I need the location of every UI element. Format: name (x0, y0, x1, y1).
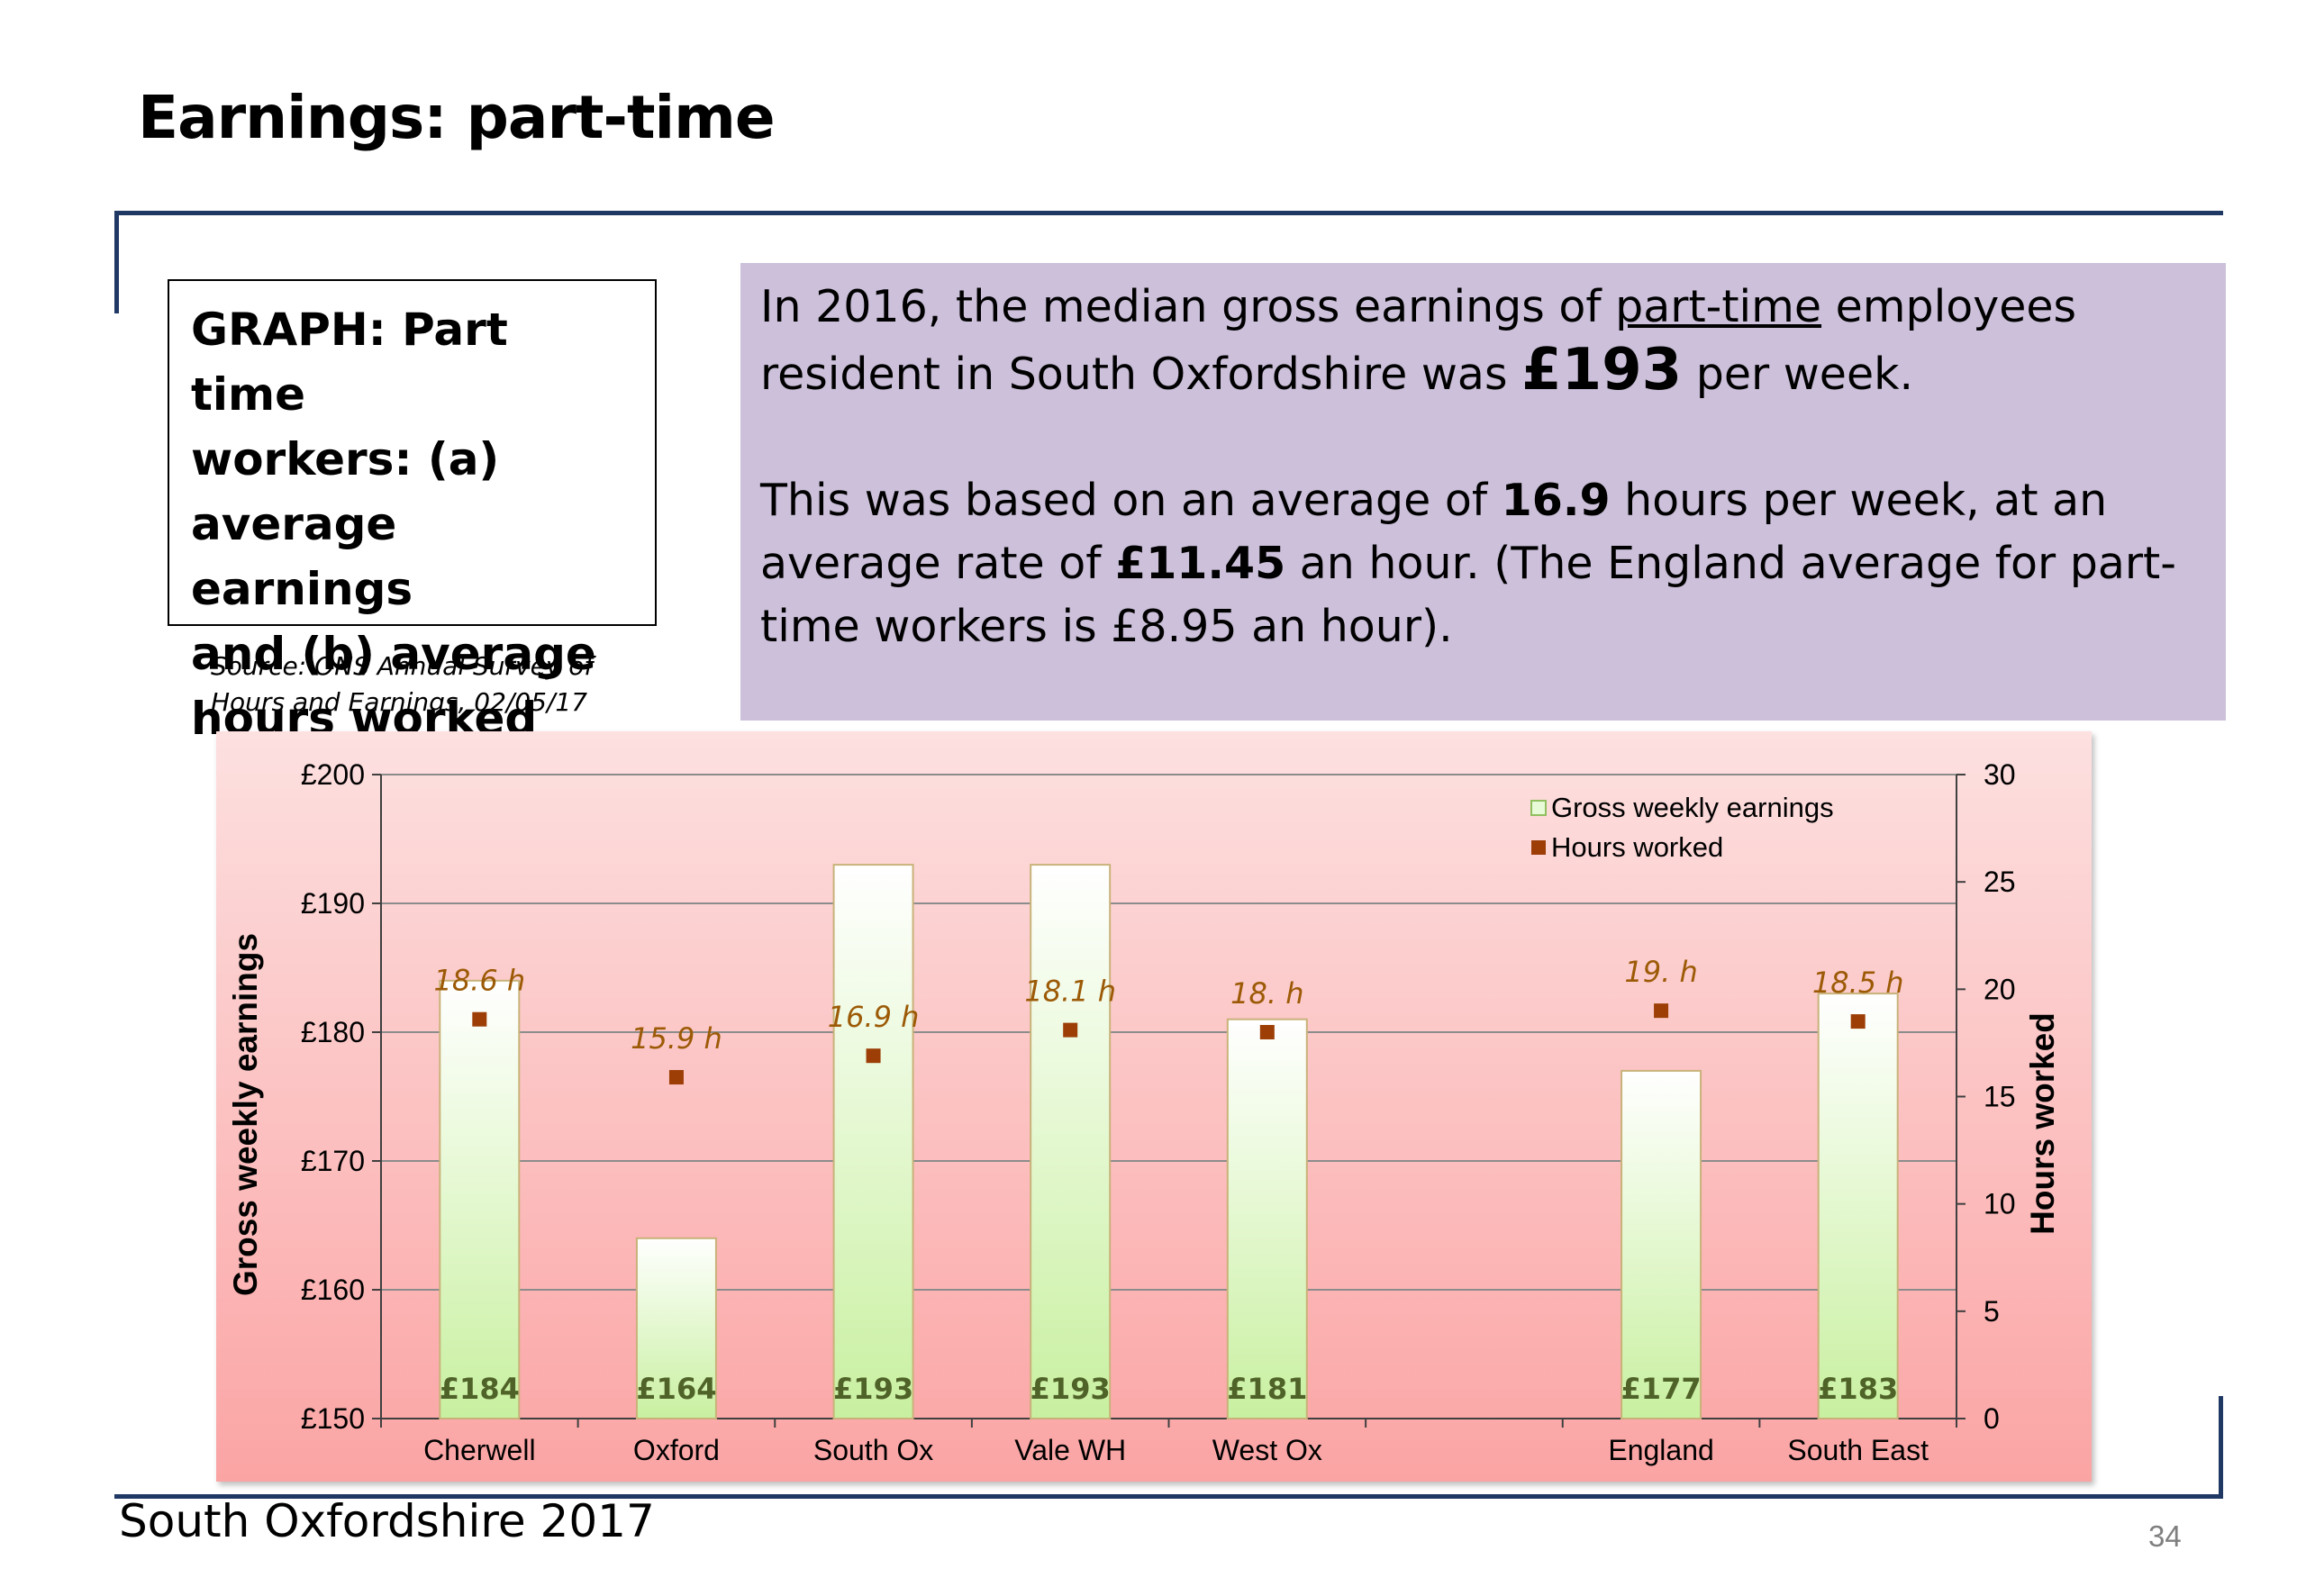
bar-value-label: £183 (1818, 1372, 1898, 1406)
bar-value-label: £181 (1227, 1372, 1307, 1406)
page-number: 34 (2148, 1519, 2182, 1553)
info-text: This was based on an average of (760, 475, 1502, 526)
x-tick-label: South East (1787, 1434, 1929, 1466)
hours-value-label: 18.5 h (1812, 966, 1904, 1000)
hours-marker (472, 1011, 487, 1027)
source-note: Source: ONS Annual Survey of Hours and E… (211, 648, 625, 721)
frame-right-rule (2219, 1396, 2223, 1499)
bar (1621, 1069, 1702, 1419)
y2-tick-label: 30 (1984, 758, 2016, 791)
legend-label-hours: Hours worked (1551, 831, 1723, 863)
bar-value-label: £177 (1621, 1372, 1702, 1406)
legend: Gross weekly earnings Hours worked (1530, 792, 1834, 863)
hours-value-label: 18. h (1230, 976, 1303, 1011)
graph-caption-line: GRAPH: Part time (191, 304, 508, 421)
hours-marker (668, 1070, 684, 1085)
data-labels: £184 £164 £193 £193 £181 £177 £183 18.6 h 15.9 h… (433, 955, 1903, 1406)
y2-tick-label: 10 (1984, 1188, 2016, 1220)
axes: £150 £160 £170 £180 £190 £200 0 5 10 15 20 25 30 Cher… (227, 758, 2061, 1466)
graph-caption-line: and (b) average (191, 628, 596, 680)
hours-marker (1259, 1025, 1275, 1039)
hourly-rate-value: £11.45 (1115, 538, 1286, 589)
chart-svg: £150 £160 £170 £180 £190 £200 0 5 10 15 20 25 30 Cher… (227, 758, 2061, 1466)
graph-caption-line: average earnings (191, 498, 413, 615)
bar (832, 864, 914, 1420)
bar-series (439, 864, 1899, 1420)
bar (439, 979, 521, 1419)
graph-caption-line: workers: (a) (191, 433, 500, 485)
hours-value-label: 18.6 h (433, 964, 525, 998)
y-tick-label: £200 (301, 758, 365, 791)
info-text: hours per week, at an average rate of (760, 475, 2108, 589)
median-earnings-value: £193 (1521, 337, 1683, 404)
y-axis-title: Gross weekly earnings (227, 933, 264, 1296)
frame-left-rule (114, 211, 119, 313)
info-paragraph-1: In 2016, the median gross earnings of pa… (760, 276, 2206, 406)
info-text: employees resident in South Oxfordshire … (760, 281, 2077, 400)
bar-value-label: £184 (440, 1372, 520, 1406)
hours-marker (866, 1048, 881, 1064)
y-tick-label: £150 (301, 1402, 365, 1435)
info-text: per week. (1682, 349, 1914, 400)
hours-marker (1654, 1003, 1669, 1019)
x-tick-label: Cherwell (423, 1434, 535, 1466)
bar-value-label: £164 (636, 1372, 716, 1406)
y2-axis-title: Hours worked (2024, 1012, 2061, 1235)
chart-area: £150 £160 £170 £180 £190 £200 0 5 10 15 20 25 30 Cher… (216, 731, 2092, 1482)
legend-label-earnings: Gross weekly earnings (1551, 792, 1834, 823)
hours-value-label: 18.1 h (1024, 975, 1116, 1009)
bar (1817, 993, 1899, 1419)
source-line: Source: ONS Annual Survey of (211, 651, 594, 681)
bar-value-label: £193 (1030, 1372, 1111, 1406)
y-tick-label: £170 (301, 1145, 365, 1177)
x-tick-label: South Ox (813, 1434, 933, 1466)
info-text: In 2016, the median gross earnings of (760, 281, 1616, 332)
frame-top-rule (114, 211, 2223, 215)
y-tick-label: £160 (301, 1274, 365, 1306)
info-underlined-text: part-time (1615, 281, 1822, 332)
bar (635, 1237, 717, 1419)
average-hours-value: 16.9 (1501, 475, 1611, 526)
page-title: Earnings: part-time (138, 83, 776, 152)
x-tick-label: England (1608, 1434, 1713, 1466)
bar (1030, 864, 1112, 1420)
hours-series (472, 1003, 1866, 1085)
y2-tick-label: 5 (1984, 1295, 2000, 1328)
info-text: an hour. (The England average for part-t… (760, 538, 2176, 652)
y-tick-label: £180 (301, 1016, 365, 1048)
y-tick-label: £190 (301, 887, 365, 920)
x-tick-label: Vale WH (1014, 1434, 1126, 1466)
hours-marker (1063, 1022, 1078, 1038)
x-tick-label: Oxford (633, 1434, 720, 1466)
y2-tick-label: 25 (1984, 866, 2016, 898)
info-paragraph-2: This was based on an average of 16.9 hou… (760, 469, 2206, 658)
hours-value-label: 16.9 h (828, 1000, 920, 1034)
y2-tick-label: 15 (1984, 1081, 2016, 1113)
legend-swatch-earnings (1530, 800, 1547, 816)
bar-value-label: £193 (833, 1372, 913, 1406)
hours-value-label: 19. h (1624, 955, 1697, 989)
x-tick-label: West Ox (1212, 1434, 1322, 1466)
hours-value-label: 15.9 h (631, 1021, 722, 1056)
y2-tick-label: 0 (1984, 1402, 2000, 1435)
y2-tick-label: 20 (1984, 973, 2016, 1005)
graph-caption-box: GRAPH: Part time workers: (a) average ea… (168, 279, 657, 745)
legend-swatch-hours (1531, 840, 1546, 855)
info-panel: In 2016, the median gross earnings of pa… (740, 263, 2226, 721)
hours-marker (1850, 1014, 1866, 1029)
frame-bottom-rule (114, 1494, 2223, 1499)
footer-text: South Oxfordshire 2017 (119, 1495, 655, 1547)
source-line: Hours and Earnings, 02/05/17 (211, 687, 588, 717)
bar (1226, 1018, 1308, 1419)
